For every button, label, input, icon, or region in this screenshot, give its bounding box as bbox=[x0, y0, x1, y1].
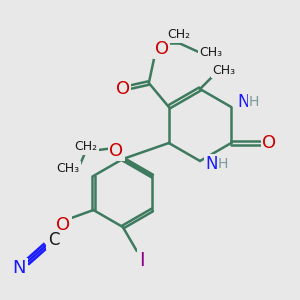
Text: CH₃: CH₃ bbox=[212, 64, 236, 76]
Text: CH₂: CH₂ bbox=[75, 140, 98, 154]
Text: O: O bbox=[155, 40, 169, 58]
Text: N: N bbox=[206, 155, 218, 173]
Text: O: O bbox=[116, 80, 130, 98]
Text: CH₃: CH₃ bbox=[57, 161, 80, 175]
Text: CH₂: CH₂ bbox=[167, 28, 190, 41]
Text: I: I bbox=[139, 250, 145, 269]
Text: O: O bbox=[56, 216, 70, 234]
Text: C: C bbox=[48, 231, 59, 249]
Text: O: O bbox=[262, 134, 276, 152]
Text: H: H bbox=[249, 95, 260, 109]
Text: N: N bbox=[13, 259, 26, 277]
Text: H: H bbox=[218, 157, 228, 171]
Text: O: O bbox=[109, 142, 123, 160]
Text: N: N bbox=[237, 93, 249, 111]
Text: CH₃: CH₃ bbox=[199, 46, 222, 59]
